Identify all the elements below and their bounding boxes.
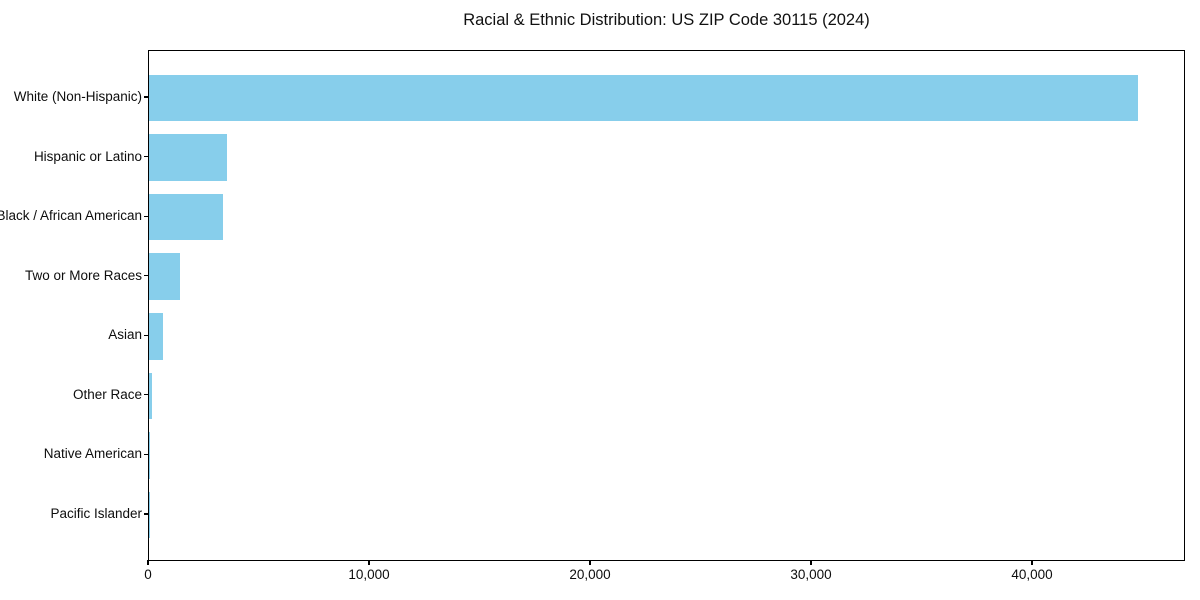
x-tick-mark [368, 560, 370, 565]
bar [149, 432, 150, 479]
y-tick-label: Other Race [72, 386, 142, 402]
x-tick-label: 20,000 [569, 567, 611, 582]
x-tick-label: 30,000 [790, 567, 832, 582]
x-tick-label: 40,000 [1011, 567, 1053, 582]
bar [149, 372, 152, 420]
y-tick-mark [144, 453, 149, 455]
y-tick-mark [144, 156, 149, 158]
x-tick-mark [147, 560, 149, 565]
y-tick-mark [144, 394, 149, 396]
chart-title: Racial & Ethnic Distribution: US ZIP Cod… [463, 11, 870, 29]
bar [149, 134, 227, 181]
bar [149, 253, 180, 300]
y-tick-label: Asian [108, 327, 142, 343]
bar [149, 193, 223, 241]
x-tick-label: 10,000 [348, 567, 390, 582]
y-tick-mark [144, 275, 149, 277]
y-tick-label: White (Non-Hispanic) [13, 89, 142, 105]
y-tick-label: Two or More Races [24, 267, 142, 283]
x-tick-mark [589, 560, 591, 565]
y-tick-mark [144, 513, 149, 515]
y-tick-mark [144, 96, 149, 98]
y-tick-label: Native American [43, 446, 142, 462]
y-tick-label: Pacific Islander [50, 505, 142, 521]
y-tick-label: Black / African American [0, 208, 142, 224]
plot-area [148, 50, 1185, 561]
bar [149, 74, 1138, 122]
x-tick-mark [1031, 560, 1033, 565]
x-tick-label: 0 [144, 567, 152, 582]
y-tick-mark [144, 334, 149, 336]
y-tick-mark [144, 215, 149, 217]
x-tick-mark [810, 560, 812, 565]
bar [149, 313, 163, 360]
y-tick-label: Hispanic or Latino [33, 148, 142, 164]
